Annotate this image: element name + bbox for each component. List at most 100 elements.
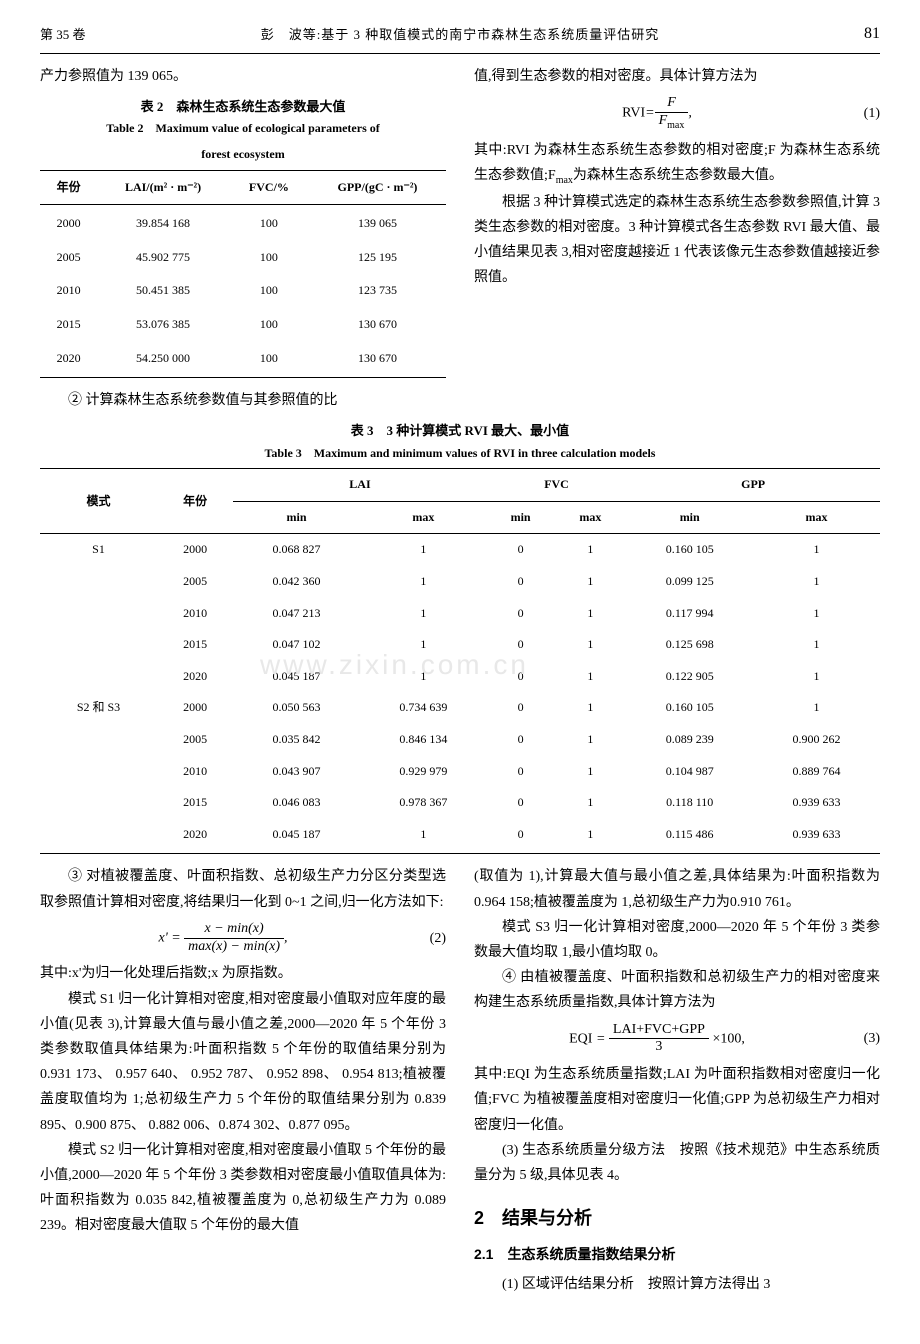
cell (40, 598, 157, 630)
table2-caption-en2: forest ecosystem (40, 144, 446, 166)
table-row: 20050.042 3601010.099 1251 (40, 566, 880, 598)
upper-columns: 产力参照值为 139 065。 表 2 森林生态系统生态参数最大值 Table … (40, 64, 880, 414)
text: (取值为 1),计算最大值与最小值之差,具体结果为:叶面积指数为0.964 15… (474, 864, 880, 914)
subsection-heading: 2.1 生态系统质量指数结果分析 (474, 1242, 880, 1267)
cell: 0 (487, 787, 555, 819)
cell (40, 756, 157, 788)
th: LAI (233, 469, 487, 502)
text: 其中:x'为归一化处理后指数;x 为原指数。 (40, 961, 446, 986)
cell: 2005 (157, 724, 233, 756)
cell: 2010 (157, 598, 233, 630)
cell: 0 (487, 566, 555, 598)
cell (40, 661, 157, 693)
left-col-upper: 产力参照值为 139 065。 表 2 森林生态系统生态参数最大值 Table … (40, 64, 446, 414)
cell: 0 (487, 661, 555, 693)
cell: 2000 (157, 692, 233, 724)
cell: 0.042 360 (233, 566, 360, 598)
table3-caption-cn: 表 3 3 种计算模式 RVI 最大、最小值 (40, 419, 880, 442)
cell: S1 (40, 534, 157, 566)
cell: 1 (554, 566, 626, 598)
cell: 1 (753, 534, 880, 566)
text: 模式 S1 归一化计算相对密度,相对密度最小值取对应年度的最小值(见表 3),计… (40, 987, 446, 1138)
cell: 0.118 110 (626, 787, 753, 819)
cell: 0.846 134 (360, 724, 487, 756)
cell: 1 (753, 661, 880, 693)
lower-columns: ③ 对植被覆盖度、叶面积指数、总初级生产力分区分类型选取参照值计算相对密度,将结… (40, 864, 880, 1296)
cell: 1 (554, 534, 626, 566)
header-title: 彭 波等:基于 3 种取值模式的南宁市森林生态系统质量评估研究 (120, 23, 800, 46)
cell: 50.451 385 (97, 274, 229, 308)
cell: 1 (753, 598, 880, 630)
cell: 0.160 105 (626, 534, 753, 566)
text: 模式 S2 归一化计算相对密度,相对密度最小值取 5 个年份的最小值,2000—… (40, 1138, 446, 1239)
cell: 2005 (40, 241, 97, 275)
cell: 2015 (40, 308, 97, 342)
equation-3: EQI = LAI+FVC+GPP3 ×100, (3) (474, 1022, 880, 1057)
cell: 130 670 (309, 342, 446, 378)
table-row: 20150.047 1021010.125 6981 (40, 629, 880, 661)
text: 产力参照值为 139 065。 (40, 64, 446, 89)
page-header: 第 35 卷 彭 波等:基于 3 种取值模式的南宁市森林生态系统质量评估研究 8… (40, 20, 880, 54)
cell: 39.854 168 (97, 205, 229, 241)
cell: 0 (487, 629, 555, 661)
table3-caption-en: Table 3 Maximum and minimum values of RV… (40, 443, 880, 465)
cell: 1 (360, 534, 487, 566)
th: min (233, 501, 360, 534)
cell: 123 735 (309, 274, 446, 308)
th: FVC/% (229, 170, 309, 205)
text: 根据 3 种计算模式选定的森林生态系统生态参数参照值,计算 3 类生态参数的相对… (474, 190, 880, 291)
cell: 45.902 775 (97, 241, 229, 275)
cell: 1 (360, 566, 487, 598)
cell: 0.047 102 (233, 629, 360, 661)
cell: 1 (360, 819, 487, 854)
cell: 100 (229, 342, 309, 378)
cell: 0.104 987 (626, 756, 753, 788)
table-row: 20150.046 0830.978 367010.118 1100.939 6… (40, 787, 880, 819)
right-col-lower: (取值为 1),计算最大值与最小值之差,具体结果为:叶面积指数为0.964 15… (474, 864, 880, 1296)
table-row: 20100.043 9070.929 979010.104 9870.889 7… (40, 756, 880, 788)
eq-number: (2) (406, 926, 446, 951)
cell: 0.047 213 (233, 598, 360, 630)
cell: 1 (554, 692, 626, 724)
text: ③ 对植被覆盖度、叶面积指数、总初级生产力分区分类型选取参照值计算相对密度,将结… (40, 864, 446, 914)
cell: 0 (487, 756, 555, 788)
table-row: 201553.076 385100130 670 (40, 308, 446, 342)
cell: 0.734 639 (360, 692, 487, 724)
cell: 0.160 105 (626, 692, 753, 724)
cell: 0.068 827 (233, 534, 360, 566)
th: min (487, 501, 555, 534)
text: ② 计算森林生态系统参数值与其参照值的比 (40, 388, 446, 413)
cell: 1 (753, 566, 880, 598)
cell: 2020 (157, 819, 233, 854)
section-heading: 2 结果与分析 (474, 1202, 880, 1234)
cell: 0.978 367 (360, 787, 487, 819)
cell: 0.045 187 (233, 661, 360, 693)
cell: 1 (554, 756, 626, 788)
cell (40, 724, 157, 756)
cell: 1 (554, 819, 626, 854)
th: min (626, 501, 753, 534)
cell: 2005 (157, 566, 233, 598)
cell: 0.050 563 (233, 692, 360, 724)
cell: 1 (554, 787, 626, 819)
table-row: 201050.451 385100123 735 (40, 274, 446, 308)
th: max (753, 501, 880, 534)
th: 年份 (157, 469, 233, 534)
table-row: 202054.250 000100130 670 (40, 342, 446, 378)
th: max (360, 501, 487, 534)
cell: 0 (487, 598, 555, 630)
eq-number: (1) (840, 101, 880, 126)
cell: S2 和 S3 (40, 692, 157, 724)
th: 模式 (40, 469, 157, 534)
table-row: 20200.045 1871010.115 4860.939 633 (40, 819, 880, 854)
text: 值,得到生态参数的相对密度。具体计算方法为 (474, 64, 880, 89)
cell: 100 (229, 274, 309, 308)
cell: 0.939 633 (753, 819, 880, 854)
cell: 1 (554, 629, 626, 661)
cell: 1 (360, 629, 487, 661)
cell: 100 (229, 241, 309, 275)
eq-number: (3) (840, 1026, 880, 1051)
cell: 0.122 905 (626, 661, 753, 693)
cell: 139 065 (309, 205, 446, 241)
table3: 模式 年份 LAI FVC GPP min max min max min ma… (40, 468, 880, 854)
